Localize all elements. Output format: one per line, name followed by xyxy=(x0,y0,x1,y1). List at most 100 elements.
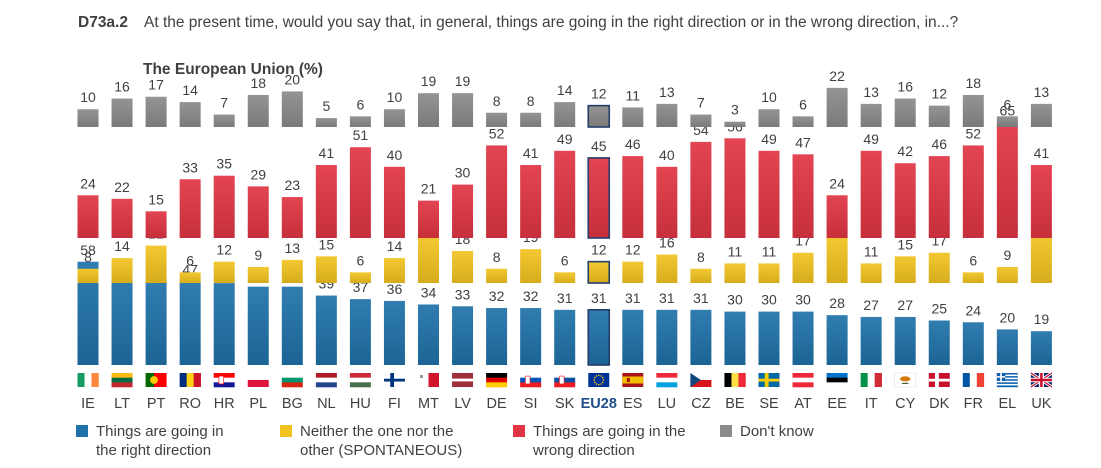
bar-wrong-at xyxy=(792,154,814,238)
bar-dontknow-at xyxy=(792,116,814,127)
bar-wrong-hu xyxy=(349,147,371,238)
bar-neither-lu xyxy=(656,254,678,283)
value-label-right-eu28: 31 xyxy=(591,290,607,306)
flag-mt xyxy=(418,373,439,387)
bar-neither-fr xyxy=(962,272,984,283)
value-label-neither-de: 8 xyxy=(493,249,501,265)
bar-dontknow-it xyxy=(860,103,882,127)
flag-hu xyxy=(349,373,371,388)
category-label-it: IT xyxy=(865,396,878,412)
value-label-dontknow-hr: 7 xyxy=(220,95,228,111)
flag-ee xyxy=(826,373,848,388)
flag-pl xyxy=(247,373,269,387)
category-label-dk: DK xyxy=(929,396,949,412)
bar-dontknow-cy xyxy=(894,98,916,127)
value-label-neither-nl: 15 xyxy=(319,236,335,252)
question-text: At the present time, would you say that,… xyxy=(144,14,959,31)
bar-dontknow-pl xyxy=(247,94,269,127)
value-label-dontknow-de: 8 xyxy=(493,93,501,109)
bar-right-bg xyxy=(281,286,303,365)
bar-dontknow-be xyxy=(724,121,746,127)
bar-right-ie xyxy=(77,261,99,365)
value-label-neither-eu28: 12 xyxy=(591,242,607,258)
value-label-dontknow-nl: 5 xyxy=(322,98,330,114)
bar-right-ee xyxy=(826,315,848,365)
category-label-pt: PT xyxy=(147,396,166,412)
flag-lt xyxy=(111,373,133,388)
flag-ro xyxy=(179,373,201,387)
value-label-neither-be: 11 xyxy=(728,243,743,259)
bar-right-uk xyxy=(1030,331,1052,365)
bar-neither-uk xyxy=(1030,234,1052,283)
bar-wrong-si xyxy=(520,165,542,238)
bar-wrong-uk xyxy=(1030,165,1052,238)
bar-dontknow-fi xyxy=(383,109,405,127)
value-label-neither-sk: 6 xyxy=(561,252,569,268)
bar-neither-it xyxy=(860,263,882,283)
bar-wrong-de xyxy=(486,145,508,238)
value-label-wrong-bg: 23 xyxy=(285,177,301,193)
bar-wrong-eu28 xyxy=(587,157,611,239)
bar-neither-pl xyxy=(247,266,269,283)
value-label-right-es: 31 xyxy=(625,290,641,306)
bar-right-cz xyxy=(690,309,712,365)
value-label-wrong-es: 46 xyxy=(625,136,641,152)
bar-neither-cz xyxy=(690,268,712,283)
legend-label-right: Things are going in the right direction xyxy=(96,423,224,459)
bar-right-lt xyxy=(111,279,133,365)
bar-right-es xyxy=(622,309,644,365)
bar-wrong-cz xyxy=(690,141,712,238)
bar-neither-se xyxy=(758,263,780,283)
category-label-at: AT xyxy=(794,396,812,412)
flag-pt xyxy=(145,373,167,387)
category-label-nl: NL xyxy=(317,396,336,412)
flag-dk xyxy=(928,373,950,387)
value-label-dontknow-bg: 20 xyxy=(285,71,301,87)
bar-dontknow-si xyxy=(520,112,542,127)
category-label-eu28: EU28 xyxy=(581,396,617,412)
value-label-neither-pl: 9 xyxy=(254,247,262,263)
value-label-neither-it: 11 xyxy=(864,243,879,259)
value-label-neither-bg: 13 xyxy=(285,240,301,256)
bar-dontknow-lu xyxy=(656,103,678,127)
bar-right-de xyxy=(486,308,508,365)
value-label-wrong-uk: 41 xyxy=(1034,145,1050,161)
bar-neither-si xyxy=(520,249,542,283)
bar-dontknow-es xyxy=(622,107,644,127)
value-label-wrong-sk: 49 xyxy=(557,131,573,147)
bar-wrong-it xyxy=(860,150,882,238)
value-label-dontknow-lv: 19 xyxy=(455,73,471,89)
bar-wrong-es xyxy=(622,156,644,238)
value-label-wrong-cy: 42 xyxy=(897,143,913,159)
value-label-right-uk: 19 xyxy=(1034,311,1050,327)
flag-bg xyxy=(281,373,303,388)
bar-right-be xyxy=(724,311,746,365)
value-label-right-mt: 34 xyxy=(421,284,437,300)
value-label-wrong-si: 41 xyxy=(523,145,539,161)
value-label-neither-cy: 15 xyxy=(897,236,913,252)
value-label-wrong-ro: 33 xyxy=(182,159,198,175)
value-label-dontknow-mt: 19 xyxy=(421,73,437,89)
bar-dontknow-hu xyxy=(349,116,371,127)
bar-dontknow-ee xyxy=(826,87,848,127)
bar-dontknow-uk xyxy=(1030,103,1052,127)
bar-wrong-lu xyxy=(656,166,678,238)
value-label-dontknow-ie: 10 xyxy=(80,89,96,105)
value-label-neither-lt: 14 xyxy=(114,238,130,254)
bar-neither-eu28 xyxy=(587,260,611,284)
flag-el xyxy=(996,373,1018,388)
bar-wrong-ie xyxy=(77,195,99,238)
legend-swatch-wrong xyxy=(513,425,525,437)
value-label-neither-es: 12 xyxy=(625,242,641,258)
category-label-es: ES xyxy=(623,396,642,412)
value-label-wrong-ee: 24 xyxy=(829,175,845,191)
value-label-dontknow-dk: 12 xyxy=(931,86,947,102)
value-label-wrong-se: 49 xyxy=(761,131,777,147)
value-label-right-at: 30 xyxy=(795,292,811,308)
bar-neither-hu xyxy=(349,272,371,283)
value-label-dontknow-lt: 16 xyxy=(114,79,130,95)
chart-subtitle: The European Union (%) xyxy=(143,61,323,78)
bar-right-at xyxy=(792,311,814,365)
value-label-wrong-nl: 41 xyxy=(319,145,335,161)
bar-right-si xyxy=(520,308,542,365)
